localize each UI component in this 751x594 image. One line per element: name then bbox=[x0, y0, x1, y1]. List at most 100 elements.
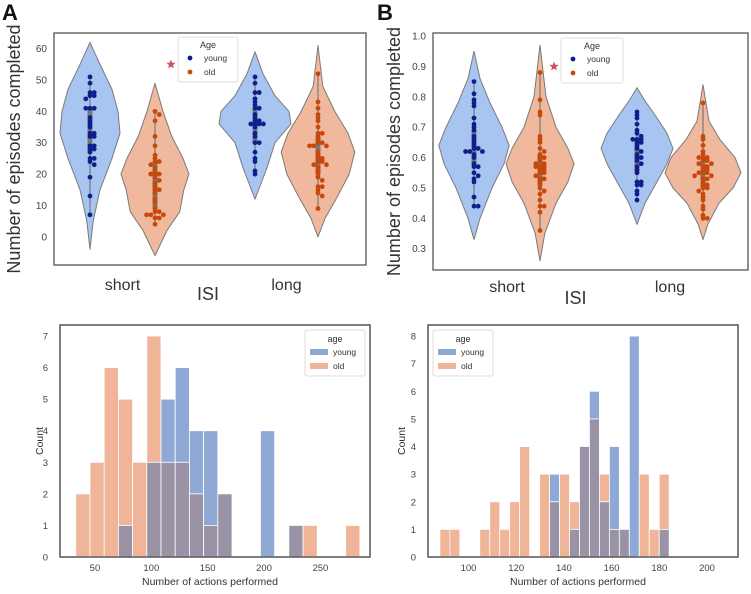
data-point-young bbox=[630, 136, 636, 142]
hist-bar-old bbox=[539, 473, 550, 558]
data-point-young bbox=[256, 140, 262, 146]
data-point-young bbox=[91, 134, 97, 139]
data-point-young bbox=[87, 212, 93, 218]
data-point-old bbox=[156, 112, 162, 117]
hist-bar-old bbox=[519, 446, 531, 558]
hist-bar-overlap bbox=[589, 418, 600, 558]
hist-bar-old bbox=[559, 473, 570, 558]
data-point-old bbox=[152, 215, 158, 221]
data-point-young bbox=[475, 146, 481, 151]
data-point-young bbox=[252, 124, 258, 130]
data-point-young bbox=[634, 158, 640, 164]
data-point-young bbox=[480, 149, 485, 154]
data-point-young bbox=[91, 146, 97, 152]
legend-label-old: old bbox=[204, 67, 216, 77]
data-point-old bbox=[700, 185, 706, 191]
y-tick-label: 0.4 bbox=[412, 214, 426, 225]
hist-bar-young bbox=[203, 430, 219, 526]
y-tick-label: 50 bbox=[36, 76, 48, 87]
x-tick-label: 250 bbox=[312, 563, 328, 574]
y-tick-label: 20 bbox=[36, 170, 48, 181]
hist-bar-old bbox=[499, 528, 511, 558]
data-point-young bbox=[91, 162, 97, 168]
data-point-young bbox=[87, 74, 93, 80]
data-point-young bbox=[638, 161, 644, 167]
data-point-old bbox=[541, 176, 547, 182]
data-point-young bbox=[475, 173, 481, 179]
hist-bar-old bbox=[479, 528, 491, 558]
legend-label-young: young bbox=[587, 54, 610, 64]
hist-bar-old bbox=[449, 528, 461, 558]
x-axis-label: Number of actions performed bbox=[510, 576, 646, 588]
y-tick-label: 0.8 bbox=[412, 92, 426, 103]
data-point-old bbox=[152, 134, 158, 139]
hist-bar-overlap bbox=[579, 446, 590, 558]
data-point-young bbox=[252, 105, 258, 111]
data-point-old bbox=[533, 173, 539, 179]
data-point-old bbox=[156, 177, 162, 183]
hist-bar-overlap bbox=[569, 528, 580, 558]
hist-bar-old bbox=[648, 528, 660, 558]
hist-bar-young bbox=[189, 430, 205, 495]
hist-bar-overlap bbox=[599, 501, 610, 558]
data-point-young bbox=[638, 182, 644, 188]
data-point-old bbox=[700, 100, 706, 106]
data-point-old bbox=[148, 212, 154, 218]
data-point-young bbox=[252, 159, 258, 164]
legend-swatch-old bbox=[310, 363, 328, 369]
data-point-old bbox=[319, 159, 325, 164]
data-point-old bbox=[537, 209, 543, 215]
y-tick-label: 4 bbox=[43, 426, 48, 437]
data-point-old bbox=[156, 159, 162, 164]
y-tick-label: 0 bbox=[43, 553, 48, 564]
data-point-old bbox=[152, 174, 158, 180]
data-point-old bbox=[156, 215, 162, 221]
x-tick-label: 200 bbox=[699, 563, 715, 574]
data-point-old bbox=[537, 228, 543, 233]
y-tick-label: 0.5 bbox=[412, 183, 426, 194]
data-point-old bbox=[152, 108, 158, 114]
data-point-young bbox=[471, 115, 477, 121]
data-point-young bbox=[638, 139, 644, 145]
data-point-young bbox=[91, 105, 97, 111]
hist-bar-overlap bbox=[608, 528, 620, 558]
data-point-old bbox=[537, 170, 543, 176]
data-point-old bbox=[315, 99, 321, 105]
legend-marker-young bbox=[187, 55, 193, 61]
legend-marker-old bbox=[187, 69, 193, 75]
data-point-old bbox=[315, 71, 321, 77]
data-point-old bbox=[537, 70, 543, 75]
data-point-old bbox=[700, 158, 706, 164]
panel-label-b: B bbox=[377, 0, 393, 25]
data-point-young bbox=[638, 149, 644, 154]
data-point-young bbox=[471, 203, 477, 209]
data-point-old bbox=[152, 143, 158, 149]
data-point-old bbox=[700, 136, 706, 142]
y-tick-label: 0.7 bbox=[412, 123, 426, 134]
data-point-old bbox=[537, 112, 543, 118]
hist-bar-young bbox=[174, 367, 190, 463]
x-tick-label: 200 bbox=[256, 563, 272, 574]
hist-bar-overlap bbox=[288, 525, 304, 558]
data-point-old bbox=[537, 191, 543, 197]
y-axis-label: Count bbox=[34, 427, 46, 455]
data-point-young bbox=[471, 164, 477, 170]
y-tick-label: 0 bbox=[41, 232, 47, 243]
hist-bar-young bbox=[260, 430, 276, 558]
data-point-old bbox=[315, 118, 321, 124]
hist-bar-old bbox=[146, 335, 162, 463]
data-point-old bbox=[324, 143, 329, 149]
y-tick-label: 5 bbox=[411, 414, 416, 425]
A_hist-chart: 0 1 2 3 4 5 6 7 50 100 150 200 250 Number of actions … bbox=[34, 324, 371, 588]
data-point-old bbox=[533, 164, 539, 170]
x-axis-label: Number of actions performed bbox=[142, 576, 278, 588]
data-point-old bbox=[156, 209, 162, 215]
data-point-old bbox=[315, 206, 321, 211]
data-point-old bbox=[315, 105, 321, 111]
data-point-young bbox=[471, 194, 477, 200]
x-tick-label: 140 bbox=[556, 563, 572, 574]
data-point-old bbox=[315, 174, 321, 180]
data-point-old bbox=[156, 187, 162, 193]
data-point-young bbox=[87, 134, 93, 139]
